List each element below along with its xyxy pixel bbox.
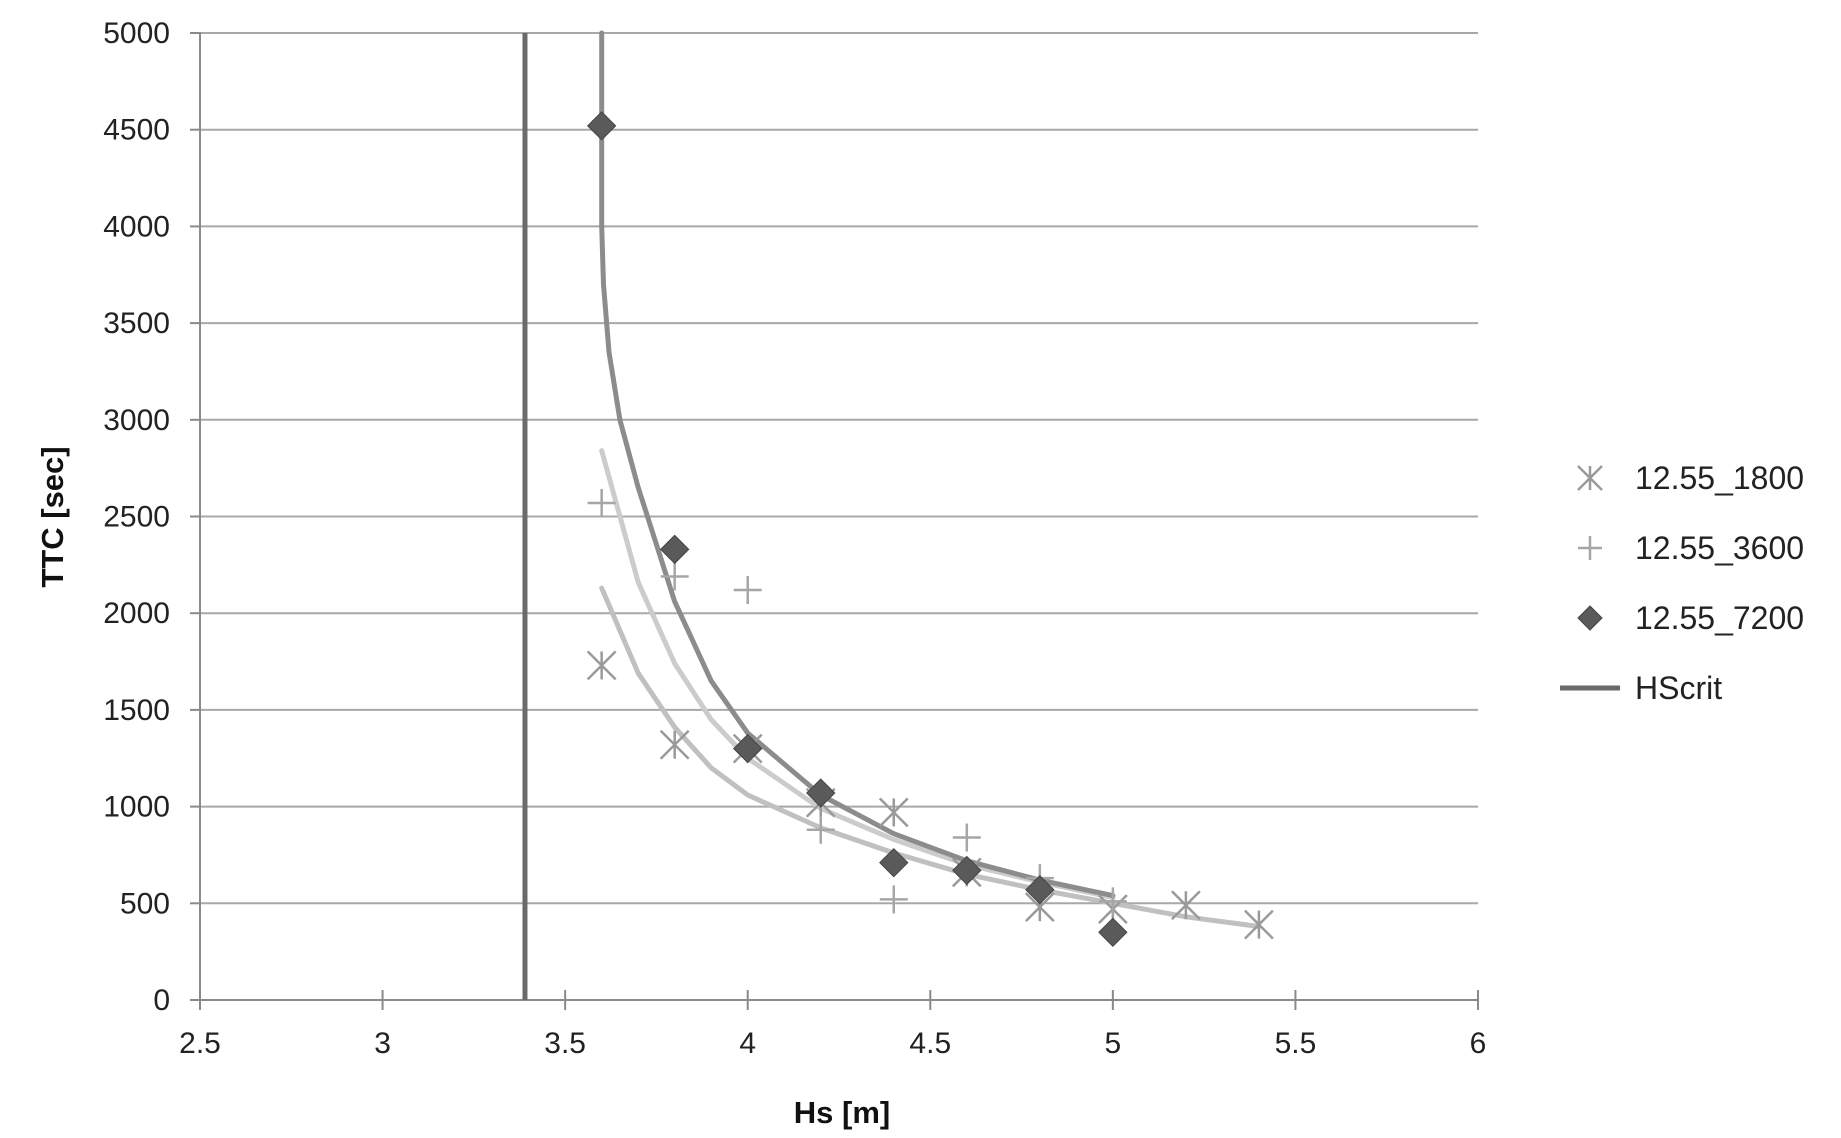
data-point-plus bbox=[660, 562, 689, 591]
x-tick-label: 5.5 bbox=[1275, 1027, 1317, 1060]
data-point-plus bbox=[587, 488, 616, 517]
y-tick-label: 2500 bbox=[103, 501, 170, 534]
trend-line bbox=[599, 585, 1262, 929]
legend: 12.55_1800 12.55_3600 12.55_7200 HScrit bbox=[1560, 460, 1804, 706]
data-point-asterisk bbox=[1171, 890, 1201, 921]
legend-marker-plus bbox=[1578, 536, 1602, 560]
y-tick-label: 2000 bbox=[103, 597, 170, 630]
x-tick-label: 4.5 bbox=[909, 1027, 951, 1060]
y-tick-label: 1500 bbox=[103, 694, 170, 727]
tick-labels: 0 500 1000 1500 2000 2500 3000 3500 4000 4500 5000… bbox=[103, 17, 1486, 1060]
diamond-shape bbox=[586, 111, 617, 141]
diamond-shape bbox=[952, 855, 982, 886]
data-point-asterisk bbox=[1244, 909, 1274, 940]
legend-label: 12.55_3600 bbox=[1635, 530, 1804, 566]
x-tick-label: 3 bbox=[374, 1027, 391, 1060]
data-point-plus bbox=[1098, 887, 1127, 916]
legend-marker-asterisk bbox=[1577, 465, 1603, 491]
data-point-plus bbox=[806, 815, 835, 844]
data-point-diamond bbox=[806, 778, 836, 808]
data-point-diamond bbox=[1098, 917, 1128, 948]
data-point-asterisk bbox=[659, 729, 690, 760]
diamond-shape bbox=[879, 847, 909, 878]
data-point-plus bbox=[879, 885, 908, 914]
x-tick-label: 4 bbox=[739, 1027, 756, 1060]
y-tick-label: 4000 bbox=[103, 210, 170, 243]
diamond-shape bbox=[733, 733, 763, 764]
data-point-asterisk bbox=[586, 650, 617, 681]
diamond-shape bbox=[659, 534, 690, 565]
data-point-asterisk bbox=[878, 797, 909, 828]
x-tick-label: 5 bbox=[1105, 1027, 1122, 1060]
gridlines bbox=[200, 32, 1478, 905]
legend-item: 12.55_7200 bbox=[1577, 600, 1804, 636]
data-point-plus bbox=[952, 823, 981, 852]
data-point-diamond bbox=[952, 855, 982, 886]
trend-lines bbox=[522, 30, 1262, 1000]
diamond-shape bbox=[1025, 875, 1055, 905]
y-tick-label: 0 bbox=[153, 984, 170, 1017]
trend-line bbox=[599, 30, 1116, 899]
y-axis-title: TTC [sec] bbox=[35, 446, 70, 587]
trend-line bbox=[599, 448, 1116, 900]
y-tick-label: 4500 bbox=[103, 114, 170, 147]
y-tick-label: 1000 bbox=[103, 791, 170, 824]
data-point-diamond bbox=[733, 733, 763, 764]
x-tick-label: 3.5 bbox=[544, 1027, 586, 1060]
legend-marker-diamond bbox=[1577, 605, 1603, 631]
diamond-shape bbox=[1098, 917, 1128, 948]
data-point-diamond bbox=[659, 534, 690, 565]
diamond-shape bbox=[806, 778, 836, 808]
data-point-diamond bbox=[586, 111, 617, 141]
x-tick-label: 6 bbox=[1470, 1027, 1487, 1060]
legend-label: HScrit bbox=[1635, 670, 1722, 706]
legend-item: 12.55_1800 bbox=[1577, 460, 1804, 496]
y-tick-label: 3500 bbox=[103, 307, 170, 340]
diamond-shape bbox=[1577, 605, 1603, 631]
x-tick-label: 2.5 bbox=[179, 1027, 221, 1060]
data-point-plus bbox=[733, 575, 762, 604]
legend-label: 12.55_7200 bbox=[1635, 600, 1804, 636]
y-tick-label: 500 bbox=[120, 887, 170, 920]
legend-item: 12.55_3600 bbox=[1578, 530, 1804, 566]
axes bbox=[190, 32, 1479, 1010]
legend-item: HScrit bbox=[1560, 670, 1722, 706]
y-tick-label: 5000 bbox=[103, 17, 170, 50]
legend-label: 12.55_1800 bbox=[1635, 460, 1804, 496]
data-point-diamond bbox=[879, 847, 909, 878]
y-tick-label: 3000 bbox=[103, 404, 170, 437]
data-points bbox=[586, 111, 1274, 948]
x-axis-title: Hs [m] bbox=[794, 1095, 890, 1130]
data-point-diamond bbox=[1025, 875, 1055, 905]
